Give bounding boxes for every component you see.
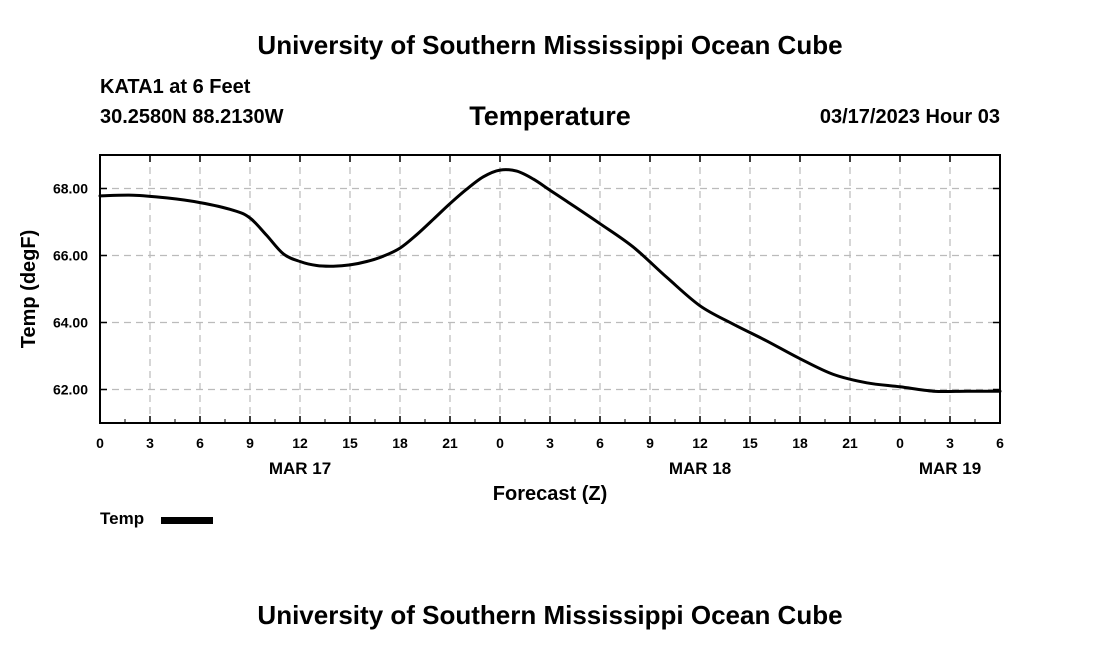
- series-line-temp: [98, 168, 1002, 394]
- y-tick-label: 62.00: [53, 382, 88, 398]
- footer-title: University of Southern Mississippi Ocean…: [257, 600, 843, 630]
- x-tick-label: 6: [996, 435, 1004, 451]
- series-layer: [98, 168, 1002, 394]
- main-title: University of Southern Mississippi Ocean…: [257, 30, 843, 60]
- x-tick-label: 3: [146, 435, 154, 451]
- station-label: KATA1 at 6 Feet: [100, 76, 251, 98]
- x-tick-label: 18: [792, 435, 808, 451]
- y-axis-label: Temp (degF): [18, 230, 40, 349]
- date-label: MAR 18: [669, 459, 731, 478]
- y-tick-label: 66.00: [53, 248, 88, 264]
- x-tick-label: 15: [342, 435, 358, 451]
- x-tick-label: 12: [692, 435, 708, 451]
- x-tick-label: 0: [496, 435, 504, 451]
- x-tick-label: 6: [196, 435, 204, 451]
- x-tick-label: 3: [546, 435, 554, 451]
- date-label: MAR 19: [919, 459, 981, 478]
- tick-labels: 0 3 6 9 12 15 18 21 0 3 6 9 12 15 18 21 0 3 6 MAR 17 MAR 18 M…: [53, 181, 1004, 479]
- x-tick-label: 21: [842, 435, 858, 451]
- x-tick-label: 0: [96, 435, 104, 451]
- plot-frame: [99, 154, 1001, 424]
- x-tick-label: 15: [742, 435, 758, 451]
- y-tick-label: 64.00: [53, 315, 88, 331]
- axis-ticks: [99, 155, 1001, 423]
- x-tick-label: 21: [442, 435, 458, 451]
- station-coordinates: 30.2580N 88.2130W: [100, 106, 284, 128]
- legend-swatch-temp: [161, 517, 213, 524]
- x-tick-label: 0: [896, 435, 904, 451]
- x-tick-label: 6: [596, 435, 604, 451]
- x-tick-label: 18: [392, 435, 408, 451]
- forecast-datetime: 03/17/2023 Hour 03: [819, 106, 1000, 128]
- x-tick-label: 9: [646, 435, 654, 451]
- x-axis-label: Forecast (Z): [493, 483, 607, 505]
- x-tick-label: 12: [292, 435, 308, 451]
- y-tick-label: 68.00: [53, 181, 88, 197]
- legend-label: Temp: [100, 509, 145, 528]
- date-label: MAR 17: [269, 459, 331, 478]
- chart-title: Temperature: [469, 101, 631, 131]
- x-tick-label: 9: [246, 435, 254, 451]
- x-tick-label: 3: [946, 435, 954, 451]
